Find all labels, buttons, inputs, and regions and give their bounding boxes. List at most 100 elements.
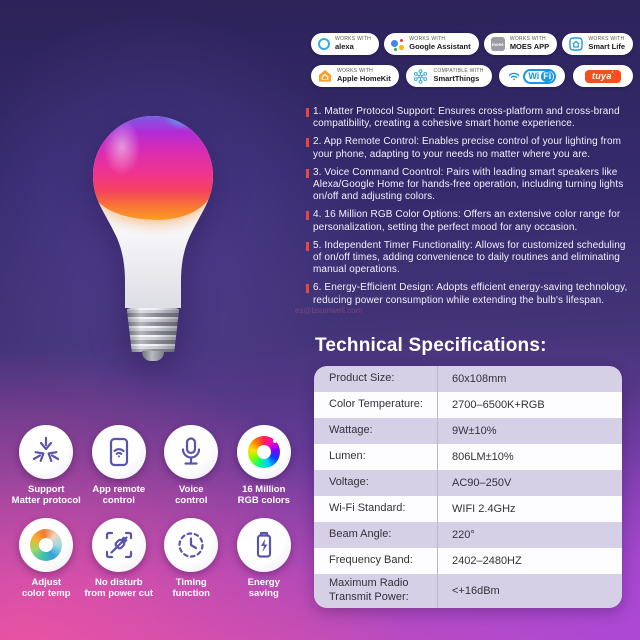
feature-text: 6. Energy-Efficient Design: Adopts effic…: [313, 282, 628, 306]
grid-item-label: Energy saving: [247, 576, 280, 600]
spec-value: 806LM±10%: [437, 444, 622, 470]
table-row: Beam Angle: 220°: [314, 522, 622, 548]
grid-item-label: 16 Million RGB colors: [237, 484, 290, 507]
badge-row-1: WORKS WITH alexa WORKS WITH Google Assista…: [311, 33, 633, 55]
spec-value: <+16dBm: [437, 574, 622, 608]
grid-item-label: Voice control: [175, 484, 208, 507]
badge-google-assistant: WORKS WITH Google Assistant: [384, 33, 479, 55]
feature-item: 3. Voice Command Coontrol: Pairs with le…: [305, 167, 636, 204]
spec-value: 2402–2480HZ: [437, 548, 622, 574]
bulb-screw-base: [126, 308, 180, 352]
specs-title: Technical Specifications:: [315, 335, 547, 356]
badge-prefix: WORKS WITH: [409, 36, 446, 43]
spec-label: Voltage:: [329, 476, 369, 489]
grid-item-app-remote: App remote control: [83, 425, 156, 507]
app-remote-icon: [91, 425, 146, 479]
feature-bullet: [306, 138, 309, 148]
spec-label: Maximum Radio Transmit Power:: [329, 577, 409, 603]
wifi-signal-icon: [508, 71, 520, 81]
table-row: Product Size: 60x108mm: [314, 366, 622, 392]
feature-item: 5. Independent Timer Functionality: Allo…: [305, 240, 636, 277]
grid-item-energy: Energy saving: [228, 517, 301, 600]
spec-label: Lumen:: [329, 450, 366, 463]
compatibility-badges: WORKS WITH alexa WORKS WITH Google Assista…: [311, 33, 633, 97]
bulb-rgb-glass: [93, 116, 213, 220]
badge-prefix: WORKS WITH: [509, 36, 546, 43]
bulb-body: [93, 116, 213, 308]
spec-label: Wi-Fi Standard:: [329, 502, 406, 515]
grid-item-label: Timing function: [172, 576, 210, 600]
badge-alexa: WORKS WITH alexa: [311, 33, 380, 55]
table-row: Voltage: AC90–250V: [314, 470, 622, 496]
rgb-wheel-hole: [256, 445, 271, 459]
feature-icon-grid: Support Matter protocol App remote contr…: [10, 425, 300, 600]
badge-smartthings: Compatible with SmartThings: [406, 65, 492, 87]
moes-icon: moes: [490, 37, 505, 51]
spec-label: Beam Angle:: [329, 528, 392, 541]
alexa-icon: [318, 38, 330, 50]
spec-label: Product Size:: [329, 372, 395, 385]
feature-item: 6. Energy-Efficient Design: Adopts effic…: [305, 282, 636, 306]
feature-list: 1. Matter Protocol Support: Ensures cros…: [305, 106, 636, 313]
spec-value: 60x108mm: [437, 366, 622, 392]
badge-moes-app: moes WORKS WITH MOES APP: [483, 33, 558, 55]
apple-homekit-icon: [318, 69, 332, 83]
badge-name: MOES APP: [509, 41, 550, 51]
feature-item: 2. App Remote Control: Enables precise c…: [305, 136, 636, 160]
badge-smart-life: WORKS WITH Smart Life: [562, 33, 633, 55]
google-assistant-icon: [391, 38, 404, 51]
badge-name: SmartThings: [433, 73, 480, 83]
rgb-wheel-dot: [272, 439, 277, 443]
badge-row-2: WORKS WITH Apple HomeKit Compatible with S…: [311, 65, 633, 87]
voice-control-icon: [164, 425, 219, 479]
table-row: Lumen: 806LM±10%: [314, 444, 622, 470]
table-row: Wattage: 9W±10%: [314, 418, 622, 444]
smart-life-icon: [569, 37, 584, 51]
table-row: Wi-Fi Standard: WIFI 2.4GHz: [314, 496, 622, 522]
wifi-logo: Wi Fi: [523, 68, 557, 84]
badge-prefix: Compatible with: [433, 68, 484, 75]
spec-value: 2700–6500K+RGB: [437, 392, 622, 418]
specs-table: Product Size: 60x108mm Color Temperature:…: [314, 366, 622, 608]
badge-prefix: WORKS WITH: [335, 36, 372, 43]
matter-icon: [19, 425, 74, 479]
bulb-tip: [142, 351, 164, 361]
grid-item-no-disturb: No disturb from power cut: [83, 517, 156, 600]
spec-value: 220°: [437, 522, 622, 548]
feature-text: 5. Independent Timer Functionality: Allo…: [313, 239, 626, 276]
badge-apple-homekit: WORKS WITH Apple HomeKit: [311, 65, 399, 87]
spec-value: AC90–250V: [437, 470, 622, 496]
badge-name: alexa: [335, 41, 354, 51]
grid-item-rgb: 16 Million RGB colors: [228, 425, 301, 507]
grid-item-label: Adjust color temp: [21, 576, 71, 600]
feature-text: 2. App Remote Control: Enables precise c…: [313, 136, 622, 160]
color-temp-icon: [19, 517, 74, 572]
no-disturb-icon: [91, 517, 146, 572]
grid-item-matter: Support Matter protocol: [10, 425, 83, 507]
badge-name: Google Assistant: [409, 41, 471, 51]
feature-text: 1. Matter Protocol Support: Ensures cros…: [313, 106, 620, 130]
table-row: Frequency Band: 2402–2480HZ: [314, 548, 622, 574]
feature-item: 4. 16 Million RGB Color Options: Offers …: [305, 209, 636, 233]
smartthings-icon: [413, 68, 428, 84]
feature-text: 4. 16 Million RGB Color Options: Offers …: [313, 209, 621, 233]
spec-value: WIFI 2.4GHz: [437, 496, 622, 522]
watermark: es@bsumwell.com: [295, 306, 363, 315]
spec-label: Color Temperature:: [329, 398, 423, 411]
badge-prefix: WORKS WITH: [337, 68, 374, 75]
feature-bullet: [306, 168, 309, 178]
rgb-colors-icon: [236, 425, 291, 479]
grid-item-label: No disturb from power cut: [84, 576, 154, 600]
table-row: Maximum Radio Transmit Power: <+16dBm: [314, 574, 622, 608]
grid-item-label: App remote control: [92, 484, 146, 507]
grid-item-label: Support Matter protocol: [11, 484, 81, 507]
feature-bullet: [306, 211, 309, 221]
spec-label: Frequency Band:: [329, 554, 413, 567]
spec-label: Wattage:: [329, 424, 373, 437]
timing-icon: [164, 517, 219, 572]
grid-item-voice: Voice control: [155, 425, 228, 507]
grid-item-color-temp: Adjust color temp: [10, 517, 83, 600]
table-row: Color Temperature: 2700–6500K+RGB: [314, 392, 622, 418]
temp-wheel-hole: [39, 537, 54, 552]
